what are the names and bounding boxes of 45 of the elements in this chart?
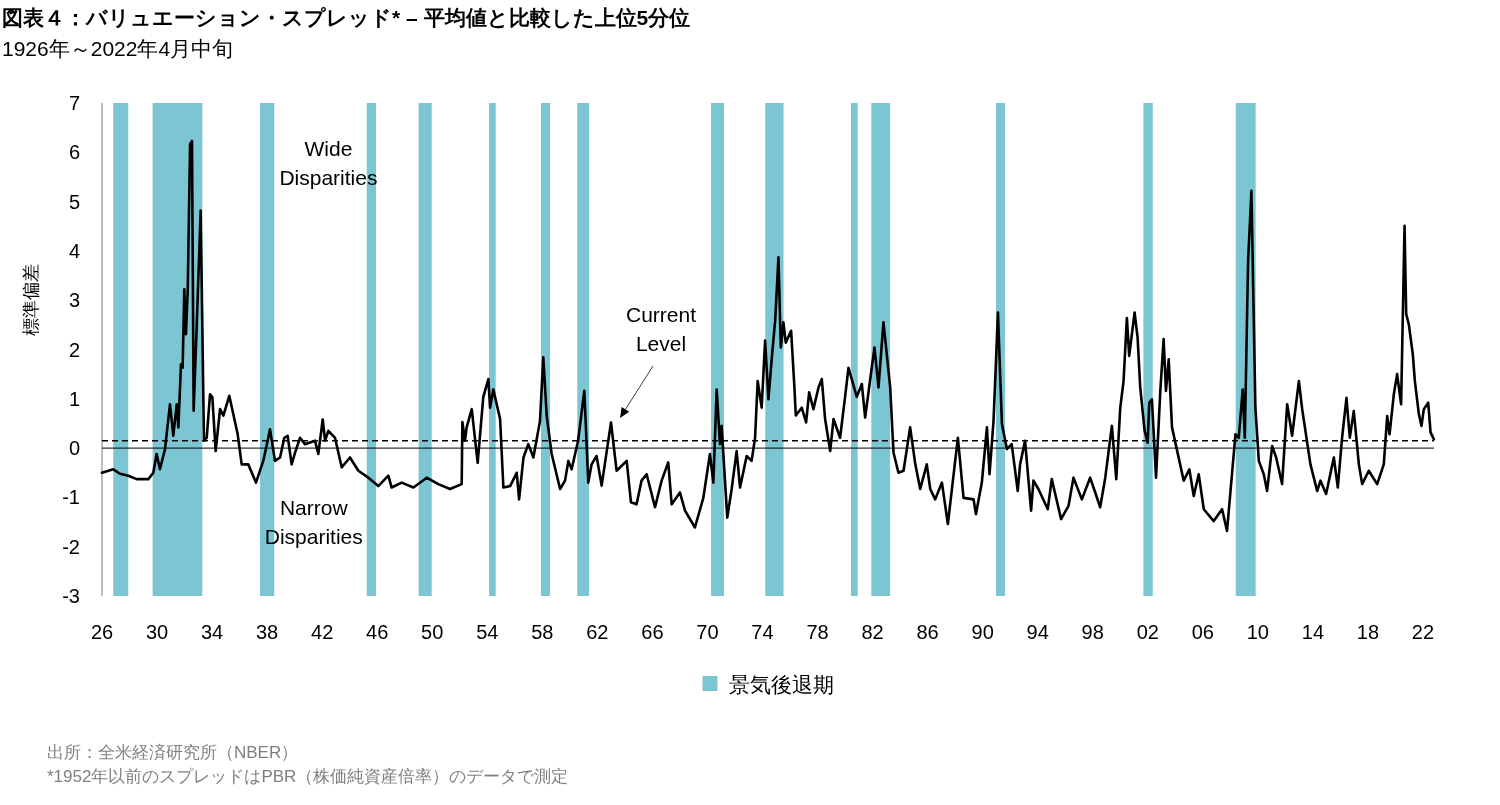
- x-tick-label: 90: [971, 621, 994, 643]
- title: 図表４：バリュエーション・スプレッド* – 平均値と比較した上位5分位: [2, 6, 691, 29]
- y-tick-label: 0: [68, 437, 80, 460]
- subtitle: 1926年～2022年4月中旬: [2, 37, 234, 60]
- y-tick-label: 3: [68, 289, 80, 312]
- y-tick-label: -1: [62, 486, 80, 509]
- x-tick-label: 54: [476, 621, 499, 643]
- x-tick-label: 70: [696, 621, 719, 643]
- x-tick-label: 06: [1191, 621, 1214, 643]
- y-tick-label: 2: [68, 338, 80, 361]
- x-tick-label: 94: [1026, 621, 1049, 643]
- x-tick-label: 58: [531, 621, 554, 643]
- y-label: 標準偏差: [21, 263, 41, 336]
- x-tick-label: 34: [200, 621, 224, 643]
- x-tick-label: 46: [366, 621, 389, 643]
- y-tick-label: 5: [68, 190, 80, 213]
- annotation: Wide Disparities: [279, 137, 378, 189]
- x-tick-label: 22: [1411, 621, 1435, 643]
- x-tick-label: 14: [1301, 621, 1325, 643]
- x-tick-label: 62: [586, 621, 609, 643]
- annotation: Narrow Disparities: [264, 496, 363, 549]
- x-tick-label: 66: [641, 621, 664, 643]
- x-tick-label: 74: [751, 621, 774, 643]
- y-tick-label: 7: [68, 92, 80, 114]
- x-tick-label: 26: [90, 621, 114, 643]
- legend-label: 景気後退期: [728, 673, 834, 696]
- y-tick-label: -2: [62, 535, 80, 558]
- annotation: Current Level: [626, 302, 697, 355]
- note: *1952年以前のスプレッドはPBR（株価純資産倍率）のデータで測定: [47, 767, 569, 786]
- note: 出所：全米経済研究所（NBER）: [47, 743, 299, 762]
- y-tick-label: 1: [68, 387, 80, 410]
- x-tick-label: 30: [145, 621, 169, 643]
- y-tick-label: -3: [62, 585, 80, 607]
- x-tick-label: 42: [311, 621, 334, 643]
- y-tick-label: 4: [68, 239, 80, 262]
- x-tick-label: 02: [1136, 621, 1159, 643]
- x-tick-label: 82: [861, 621, 884, 643]
- y-tick-label: 6: [68, 141, 80, 164]
- x-tick-label: 50: [421, 621, 444, 643]
- x-tick-label: 18: [1356, 621, 1380, 643]
- x-tick-label: 98: [1081, 621, 1104, 643]
- x-tick-label: 86: [916, 621, 939, 643]
- x-tick-label: 10: [1246, 621, 1269, 643]
- x-tick-label: 78: [806, 621, 829, 643]
- x-tick-label: 38: [256, 621, 279, 643]
